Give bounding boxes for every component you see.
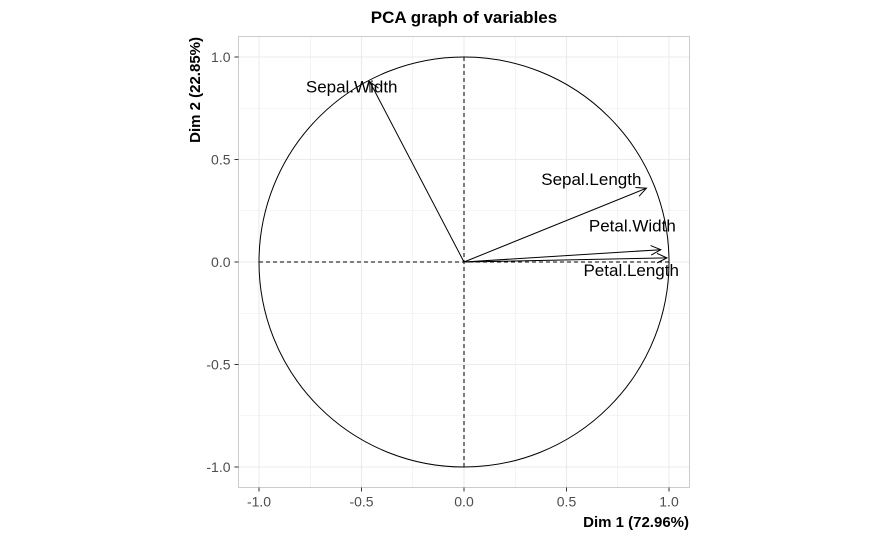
x-tick-label: 1.0	[659, 494, 679, 510]
variable-labels: Sepal.Length Sepal.Width Petal.Length Petal…	[306, 78, 679, 280]
y-tick-label: -1.0	[206, 459, 230, 475]
variable-label: Sepal.Width	[306, 78, 398, 97]
y-tick-label: -0.5	[206, 357, 230, 373]
y-tick-label: 0.0	[211, 254, 231, 270]
y-axis-label: Dim 2 (22.85%)	[187, 37, 204, 143]
arrow-head	[369, 80, 379, 93]
arrow-sepal-length	[463, 186, 648, 263]
y-tick-label: 1.0	[211, 49, 231, 65]
chart-title: PCA graph of variables	[371, 8, 557, 27]
variable-label: Sepal.Length	[541, 170, 641, 189]
x-tick-label: 0.5	[557, 494, 577, 510]
correlation-circle	[258, 56, 670, 468]
arrow-head	[635, 186, 648, 197]
y-tick-labels: -1.0 -0.5 0.0 0.5 1.0	[206, 49, 239, 475]
arrow-shaft	[369, 81, 465, 263]
variable-label: Petal.Length	[583, 261, 678, 280]
x-tick-label: 0.0	[454, 494, 474, 510]
arrow-head	[656, 252, 669, 264]
arrow-shaft	[463, 249, 661, 263]
x-tick-label: -1.0	[247, 494, 271, 510]
arrow-shaft	[463, 187, 647, 263]
arrow-head	[650, 245, 662, 256]
arrows	[369, 80, 669, 264]
circle-layer	[258, 56, 670, 468]
y-tick-label: 0.5	[211, 152, 231, 168]
x-tick-labels: -1.0 -0.5 0.0 0.5 1.0	[247, 487, 679, 510]
x-axis-label: Dim 1 (72.96%)	[583, 514, 689, 531]
arrow-petal-length	[463, 252, 669, 264]
variable-label: Petal.Width	[589, 217, 676, 236]
arrow-petal-width	[463, 245, 662, 263]
x-tick-label: -0.5	[349, 494, 373, 510]
arrow-sepal-width	[369, 80, 465, 263]
arrow-shaft	[463, 257, 667, 263]
